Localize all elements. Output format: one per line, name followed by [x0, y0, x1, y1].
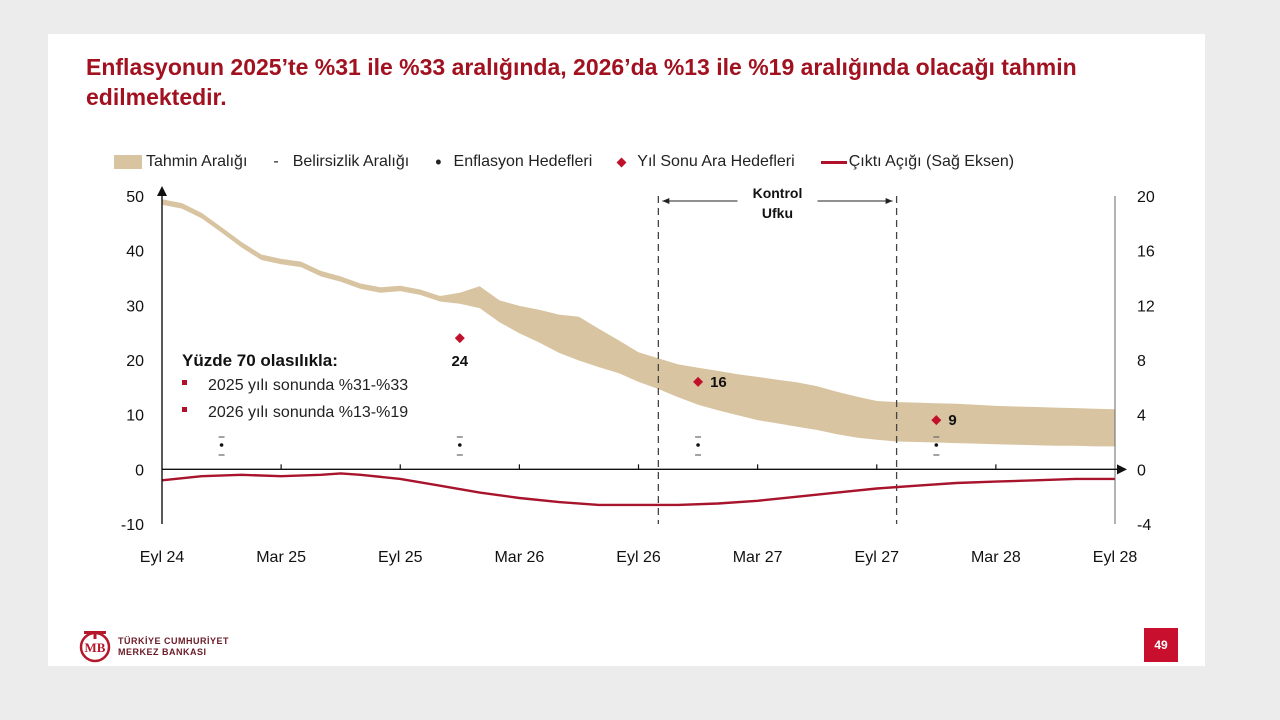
left-axis-tick-label: 30: [126, 298, 144, 315]
annotation-bullet-2: [182, 407, 187, 412]
x-axis-tick-label: Eyl 26: [616, 549, 661, 566]
logo-line-1: TÜRKİYE CUMHURİYET: [118, 636, 230, 646]
x-axis-tick-label: Mar 27: [733, 549, 783, 566]
legend-interim-label: Yıl Sonu Ara Hedefleri: [637, 153, 795, 170]
interim-target-label: 16: [710, 374, 727, 391]
left-axis-tick-label: 0: [135, 462, 144, 479]
cbrt-logo: MB TÜRKİYE CUMHURİYET MERKEZ BANKASI: [78, 630, 229, 664]
inflation-target-dot: [219, 443, 224, 447]
logo-line-2: MERKEZ BANKASI: [118, 647, 207, 657]
x-axis-tick-label: Eyl 24: [140, 549, 185, 566]
left-axis-tick-label: 50: [126, 189, 144, 206]
inflation-target-dot: [934, 443, 939, 447]
legend-item-targets: • Enflasyon Hedefleri: [435, 153, 592, 171]
legend-item-band: Tahmin Aralığı: [114, 153, 247, 171]
right-axis-tick-label: 12: [1137, 298, 1155, 315]
x-axis-tick-label: Eyl 27: [855, 549, 900, 566]
legend-targets-label: Enflasyon Hedefleri: [453, 153, 593, 170]
logo-text: TÜRKİYE CUMHURİYET MERKEZ BANKASI: [118, 636, 229, 658]
slide-title: Enflasyonun 2025’te %31 ile %33 aralığın…: [86, 54, 1077, 110]
right-axis-tick-label: -4: [1137, 517, 1151, 534]
tcmb-emblem-icon: MB: [79, 631, 111, 663]
forecast-band: [162, 199, 1115, 447]
interim-target-marker: [931, 415, 942, 426]
inflation-target-dot: [458, 443, 462, 447]
legend-item-uncertainty: - Belirsizlik Aralığı: [273, 153, 409, 171]
annotation-bullet-1: [182, 380, 187, 385]
control-horizon-label-line1: Kontrol: [753, 185, 803, 201]
output-gap-line: [161, 472, 1115, 507]
legend-item-interim: Yıl Sonu Ara Hedefleri: [616, 153, 795, 171]
line-swatch: [820, 160, 847, 164]
legend-uncertainty-label: Belirsizlik Aralığı: [292, 153, 410, 170]
right-axis-tick-label: 20: [1137, 189, 1155, 206]
dash-swatch: -: [273, 153, 279, 170]
band-swatch: [114, 155, 142, 169]
right-axis-tick-label: 0: [1137, 462, 1146, 479]
legend-item-gap: Çıktı Açığı (Sağ Eksen): [820, 153, 1015, 171]
x-axis-tick-label: Mar 26: [494, 549, 544, 566]
right-axis-tick-label: 4: [1137, 408, 1146, 425]
left-axis-tick-label: 40: [126, 244, 144, 261]
slide: Enflasyonun 2025’te %31 ile %33 aralığın…: [48, 34, 1205, 666]
interim-target-label: 9: [948, 412, 956, 429]
x-axis-arrowhead: [1117, 464, 1127, 475]
right-axis-tick-label: 8: [1137, 353, 1146, 370]
legend-band-label: Tahmin Aralığı: [146, 153, 248, 170]
interim-target-marker: [454, 333, 465, 344]
control-horizon-arrowhead-left: [662, 198, 670, 204]
chart-legend: Tahmin Aralığı - Belirsizlik Aralığı • E…: [114, 150, 1014, 174]
left-axis-tick-label: 10: [126, 408, 144, 425]
x-axis-tick-label: Mar 25: [256, 549, 306, 566]
svg-text:MB: MB: [85, 640, 106, 655]
control-horizon-label-line2: Ufku: [762, 205, 793, 221]
annotation-heading: Yüzde 70 olasılıkla:: [182, 351, 338, 370]
inflation-target-dot: [696, 443, 700, 447]
left-axis-tick-label: 20: [126, 353, 144, 370]
legend-gap-label: Çıktı Açığı (Sağ Eksen): [848, 153, 1015, 170]
dot-swatch: •: [435, 152, 442, 172]
x-axis-tick-label: Mar 28: [971, 549, 1021, 566]
interim-target-label: 24: [451, 353, 468, 370]
left-axis-arrowhead: [157, 186, 167, 196]
annotation-item-2025: 2025 yılı sonunda %31-%33: [208, 377, 408, 394]
x-axis-tick-label: Eyl 28: [1093, 549, 1138, 566]
right-axis-tick-label: 16: [1137, 244, 1155, 261]
left-axis-tick-label: -10: [121, 517, 144, 534]
page-number-badge: 49: [1144, 628, 1178, 662]
x-axis-tick-label: Eyl 25: [378, 549, 423, 566]
control-horizon-arrowhead-right: [885, 198, 893, 204]
interim-target-marker: [693, 376, 704, 387]
annotation-item-2026: 2026 yılı sonunda %13-%19: [208, 404, 408, 421]
